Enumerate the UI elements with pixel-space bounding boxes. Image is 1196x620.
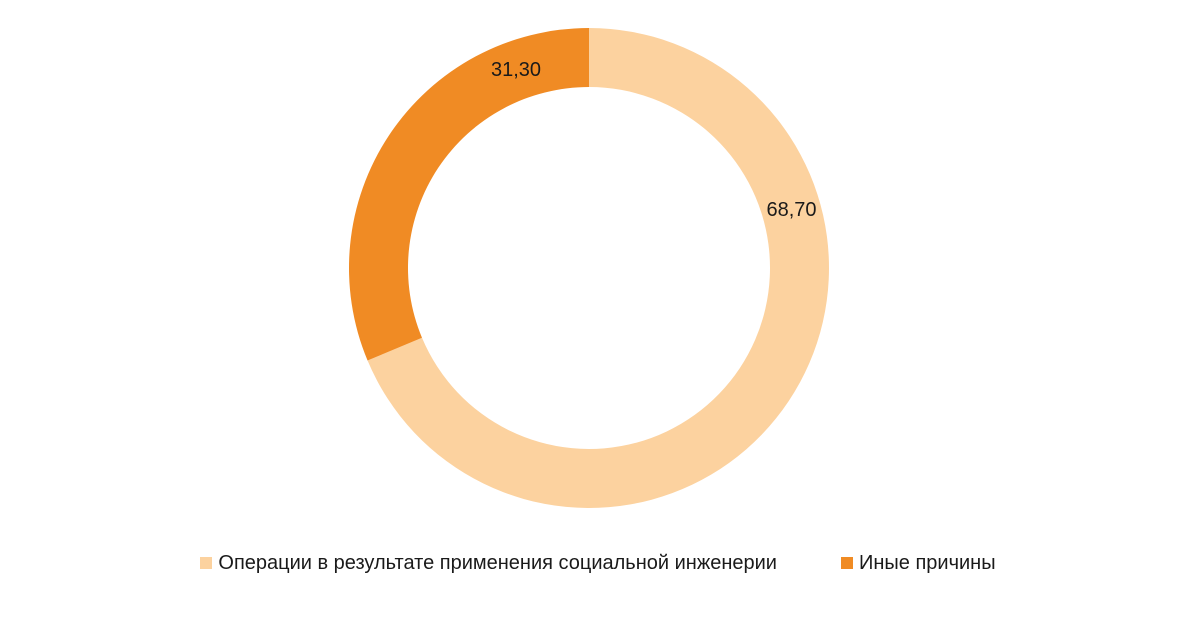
legend-swatch-other-reasons [840,557,853,569]
donut-chart-svg: 68,70 31,30 [349,28,830,509]
legend-label-other-reasons: Иные причины [858,551,996,574]
chart-legend: Операции в результате применения социаль… [0,548,1196,578]
legend-item-social-engineering[interactable]: Операции в результате применения социаль… [200,552,777,575]
legend-swatch-social-engineering [200,557,213,569]
legend-label-social-engineering: Операции в результате применения социаль… [218,551,777,574]
legend-item-other-reasons[interactable]: Иные причины [840,551,996,575]
data-label-social-engineering: 68,70 [767,199,817,221]
data-label-other-reasons: 31,30 [491,59,541,81]
donut-slices [349,28,830,509]
donut-slice-other-reasons[interactable] [349,28,589,361]
donut-data-labels: 68,70 31,30 [491,59,817,221]
